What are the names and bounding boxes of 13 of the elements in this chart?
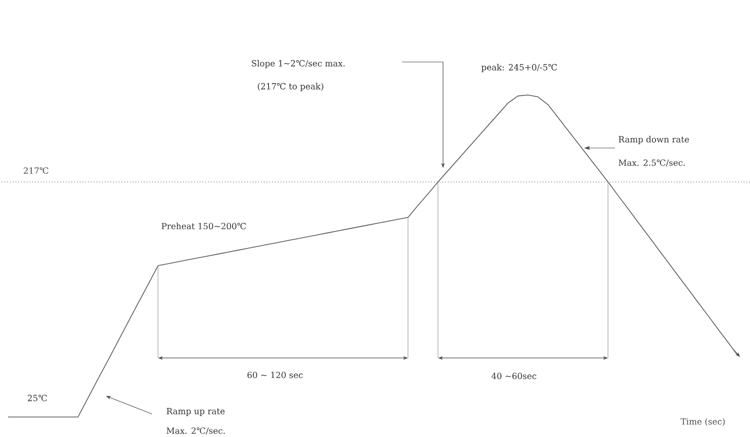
annotation: 60 ~ 120 sec <box>247 372 303 378</box>
annotation: Ramp up rate <box>166 408 225 416</box>
annotation: Max. 2.5℃/sec. <box>618 159 685 167</box>
x-axis-title: Time (sec) <box>680 418 725 426</box>
annotation: 40 ~60sec <box>492 372 536 380</box>
ref-line-label: 217℃ <box>24 167 48 174</box>
annotation: Preheat 150~200℃ <box>162 222 246 230</box>
text: Slope 1~2℃/sec max. <box>252 60 345 68</box>
annotation: 25℃ <box>28 394 47 402</box>
text: (217℃ to peak) <box>258 82 324 92</box>
annotation: Ramp down rate <box>618 136 689 144</box>
text: peak: 245+0/-5℃ <box>481 64 557 72</box>
text: Max. 2℃/sec. <box>166 427 225 435</box>
